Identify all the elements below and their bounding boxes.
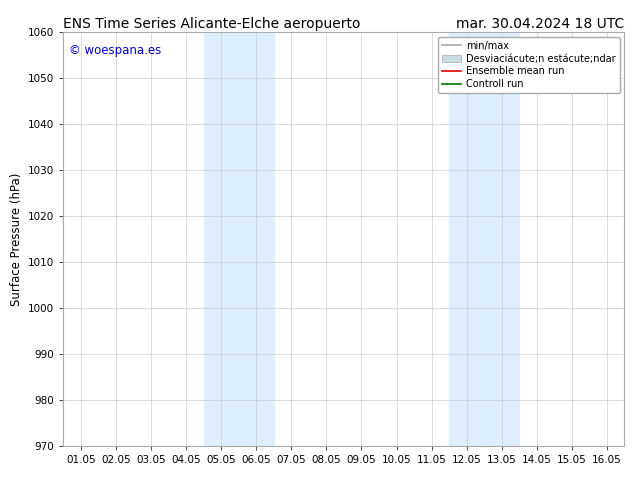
Y-axis label: Surface Pressure (hPa): Surface Pressure (hPa) [10,172,23,306]
Bar [449,32,519,446]
Text: mar. 30.04.2024 18 UTC: mar. 30.04.2024 18 UTC [456,17,624,31]
Text: © woespana.es: © woespana.es [69,44,161,57]
Text: ENS Time Series Alicante-Elche aeropuerto: ENS Time Series Alicante-Elche aeropuert… [63,17,361,31]
Legend: min/max, Desviaciácute;n estácute;ndar, Ensemble mean run, Controll run: min/max, Desviaciácute;n estácute;ndar, … [438,37,619,93]
Bar [204,32,274,446]
